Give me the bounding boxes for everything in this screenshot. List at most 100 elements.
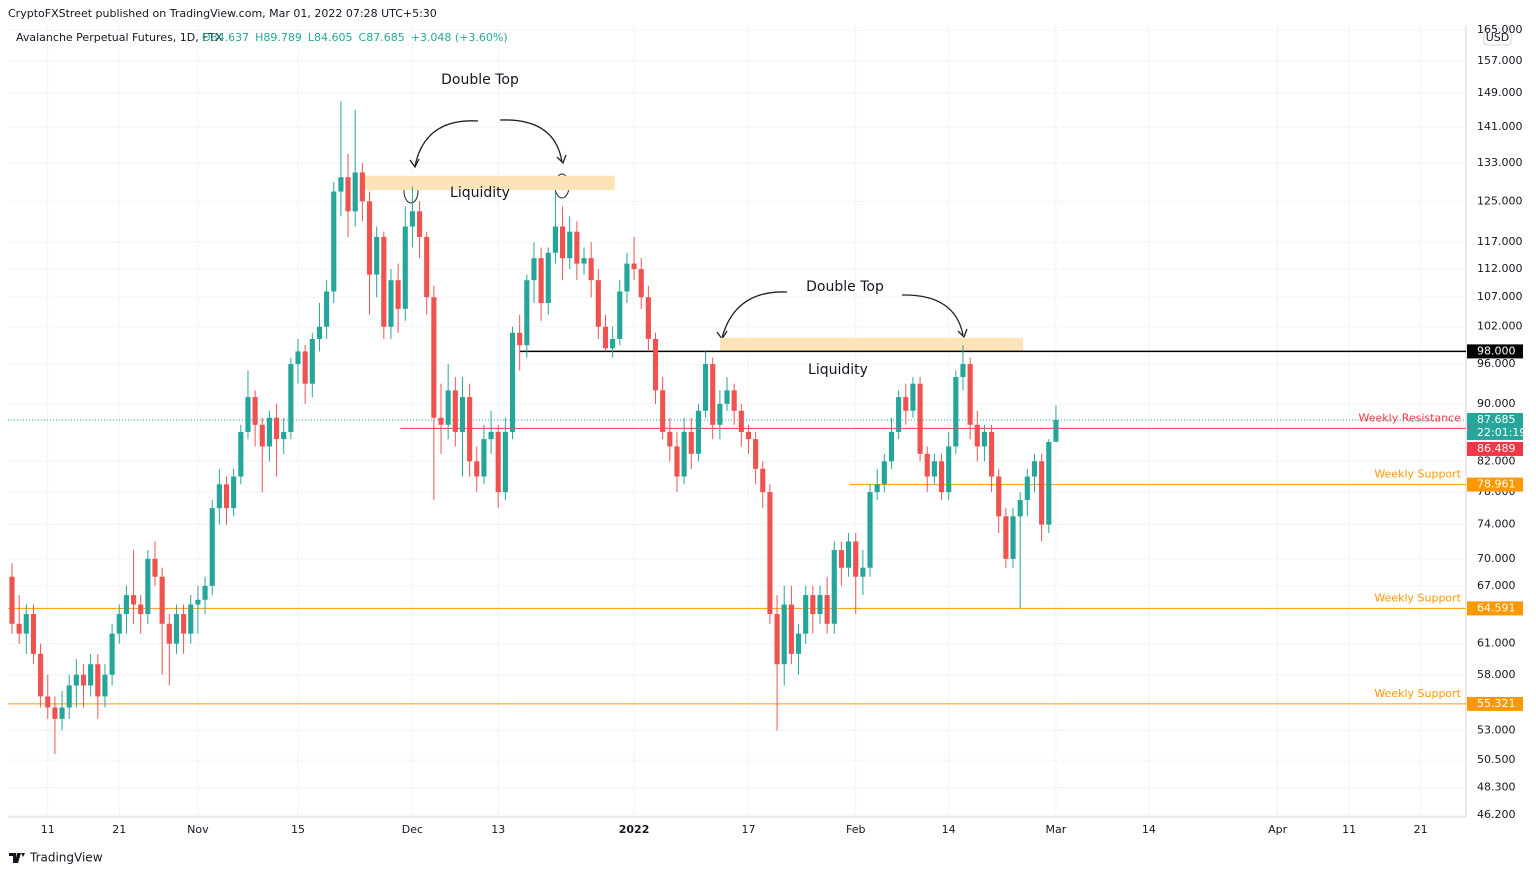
candle-body bbox=[324, 291, 330, 327]
candle-body bbox=[238, 431, 244, 477]
candle-body bbox=[667, 431, 673, 447]
candle-body bbox=[1039, 461, 1045, 525]
candle-body bbox=[481, 439, 487, 477]
ohlc-value: H89.789 bbox=[255, 31, 302, 44]
candle-body bbox=[259, 424, 265, 447]
candle-body bbox=[431, 297, 437, 418]
arrowhead bbox=[409, 154, 567, 169]
level-tag: 86.489 bbox=[1477, 442, 1516, 455]
candle-body bbox=[52, 707, 58, 719]
x-tick-label: 17 bbox=[741, 823, 755, 836]
x-tick-label: Mar bbox=[1046, 823, 1067, 836]
candle-body bbox=[438, 417, 444, 425]
candle-body bbox=[202, 585, 208, 600]
candle-body bbox=[960, 364, 966, 378]
candle-body bbox=[445, 390, 451, 425]
candle-body bbox=[80, 674, 87, 686]
level-tag-box bbox=[1467, 441, 1523, 456]
candle-body bbox=[867, 492, 873, 568]
symbol-legend: Avalanche Perpetual Futures, 1D, FTX bbox=[16, 31, 223, 44]
candle-body bbox=[30, 614, 37, 654]
candle-body bbox=[467, 397, 473, 462]
candle-body bbox=[681, 431, 687, 477]
candle-body bbox=[181, 614, 187, 634]
candle-body bbox=[402, 226, 408, 309]
candle-body bbox=[1031, 461, 1038, 477]
candle-body bbox=[617, 291, 623, 339]
candle-body bbox=[903, 397, 909, 411]
candle-body bbox=[345, 177, 351, 212]
candle-body bbox=[989, 431, 995, 477]
candle-body bbox=[195, 599, 201, 605]
candle-body bbox=[123, 595, 129, 615]
candle-body bbox=[703, 364, 709, 411]
candle-body bbox=[252, 397, 258, 425]
x-tick-label: Dec bbox=[402, 823, 423, 836]
candle-body bbox=[824, 595, 830, 624]
candle-body bbox=[860, 567, 866, 577]
arrow bbox=[414, 119, 563, 167]
candle-body bbox=[359, 172, 365, 202]
candle-body bbox=[281, 431, 287, 440]
candle-body bbox=[331, 191, 337, 292]
candle-body bbox=[953, 377, 959, 447]
candle-body bbox=[1046, 442, 1052, 525]
y-tick-label: 157.000 bbox=[1477, 54, 1523, 67]
y-tick-label: 48.300 bbox=[1477, 781, 1516, 794]
y-tick-label: 82.000 bbox=[1477, 454, 1516, 467]
candle-body bbox=[352, 172, 358, 212]
currency-button[interactable] bbox=[1483, 28, 1512, 46]
candle-body bbox=[452, 390, 458, 432]
candle-body bbox=[588, 258, 594, 281]
candle-body bbox=[896, 397, 902, 432]
x-tick-label: 21 bbox=[112, 823, 126, 836]
candle-body bbox=[645, 297, 651, 339]
y-tick-label: 117.000 bbox=[1477, 235, 1523, 248]
level-name: Weekly Resistance bbox=[1359, 411, 1462, 424]
candle-body bbox=[567, 231, 573, 259]
level-tag: 78.961 bbox=[1477, 478, 1516, 491]
x-tick-label: 11 bbox=[1342, 823, 1356, 836]
level-tag-box bbox=[1467, 601, 1523, 616]
candle-body bbox=[838, 550, 845, 568]
candle-body bbox=[853, 541, 859, 577]
liquidity-zone bbox=[719, 337, 1024, 352]
arrow bbox=[721, 291, 964, 339]
y-tick-label: 96.000 bbox=[1477, 357, 1516, 370]
candle-body bbox=[946, 446, 952, 493]
x-tick-label: Feb bbox=[846, 823, 865, 836]
candle-body bbox=[424, 236, 430, 298]
candle-body bbox=[116, 614, 122, 634]
candle-body bbox=[738, 410, 744, 432]
candle-body bbox=[996, 476, 1002, 517]
candle-body bbox=[495, 431, 501, 493]
candle-body bbox=[717, 403, 723, 425]
candle-body bbox=[45, 696, 51, 708]
last-price-box bbox=[1467, 412, 1523, 440]
y-tick-label: 67.000 bbox=[1477, 579, 1516, 592]
candle-body bbox=[73, 674, 79, 686]
candle-body bbox=[88, 664, 94, 686]
candle-body bbox=[924, 453, 930, 477]
candle-body bbox=[223, 484, 230, 509]
candle-body bbox=[502, 431, 508, 493]
candle-body bbox=[888, 431, 895, 462]
candle-body bbox=[974, 424, 980, 447]
candle-body bbox=[38, 653, 44, 697]
zone-label: Liquidity bbox=[808, 362, 868, 378]
candle-body bbox=[938, 461, 945, 493]
candle-body bbox=[295, 351, 301, 365]
x-tick-label: 15 bbox=[291, 823, 305, 836]
y-tick-label: 50.500 bbox=[1477, 753, 1516, 766]
publisher: CryptoFXStreet published on TradingView.… bbox=[8, 7, 437, 20]
candle-body bbox=[231, 476, 237, 509]
x-tick-label: 11 bbox=[41, 823, 55, 836]
annotation: Double Top bbox=[441, 72, 519, 88]
candle-body bbox=[874, 484, 880, 493]
y-tick-label: 102.000 bbox=[1477, 320, 1523, 333]
candle-body bbox=[245, 397, 251, 432]
candle-body bbox=[559, 226, 566, 259]
candle-body bbox=[338, 177, 344, 192]
annotation: Double Top bbox=[806, 279, 884, 295]
